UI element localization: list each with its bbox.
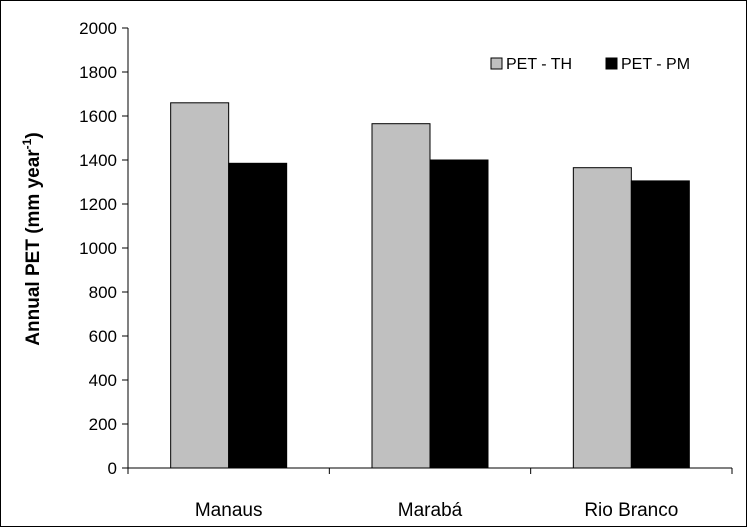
y-tick-label: 200 <box>89 415 117 434</box>
bar-pet-pm <box>228 162 288 469</box>
y-axis-title-main: Annual PET (mm year <box>23 149 44 346</box>
bar-pet-th <box>572 167 632 469</box>
legend-swatch <box>605 57 618 70</box>
y-tick-label: 0 <box>108 459 117 478</box>
y-tick-label: 2000 <box>79 19 117 38</box>
bar-pet-pm <box>630 180 690 469</box>
category-labels: Manaus Marabá Rio Branco <box>195 500 678 521</box>
y-axis-title: Annual PET (mm year-1) <box>20 132 44 345</box>
bars <box>170 102 690 469</box>
legend-label: PET - PM <box>621 56 690 73</box>
bar-pet-th <box>170 102 230 469</box>
x-axis-ticks <box>127 468 733 474</box>
y-axis-title-superscript: -1 <box>20 138 34 149</box>
y-axis-title-suffix: ) <box>23 132 44 138</box>
y-tick-label: 600 <box>89 327 117 346</box>
legend-swatch <box>490 57 503 70</box>
y-tick-label: 400 <box>89 371 117 390</box>
y-tick-label: 1800 <box>79 63 117 82</box>
y-axis-ticks: 0 200 400 600 800 1000 1200 1400 1600 1800 2000 <box>79 19 128 478</box>
y-tick-label: 1400 <box>79 151 117 170</box>
bar-pet-th <box>371 123 431 469</box>
y-tick-label: 1000 <box>79 239 117 258</box>
category-label: Marabá <box>398 500 463 521</box>
category-label: Manaus <box>195 500 263 521</box>
legend-label: PET - TH <box>506 56 572 73</box>
y-tick-label: 1200 <box>79 195 117 214</box>
bar-pet-pm <box>429 159 489 469</box>
legend: PET - TH PET - PM <box>490 56 690 73</box>
y-tick-label: 1600 <box>79 107 117 126</box>
category-label: Rio Branco <box>584 500 678 521</box>
y-tick-label: 800 <box>89 283 117 302</box>
